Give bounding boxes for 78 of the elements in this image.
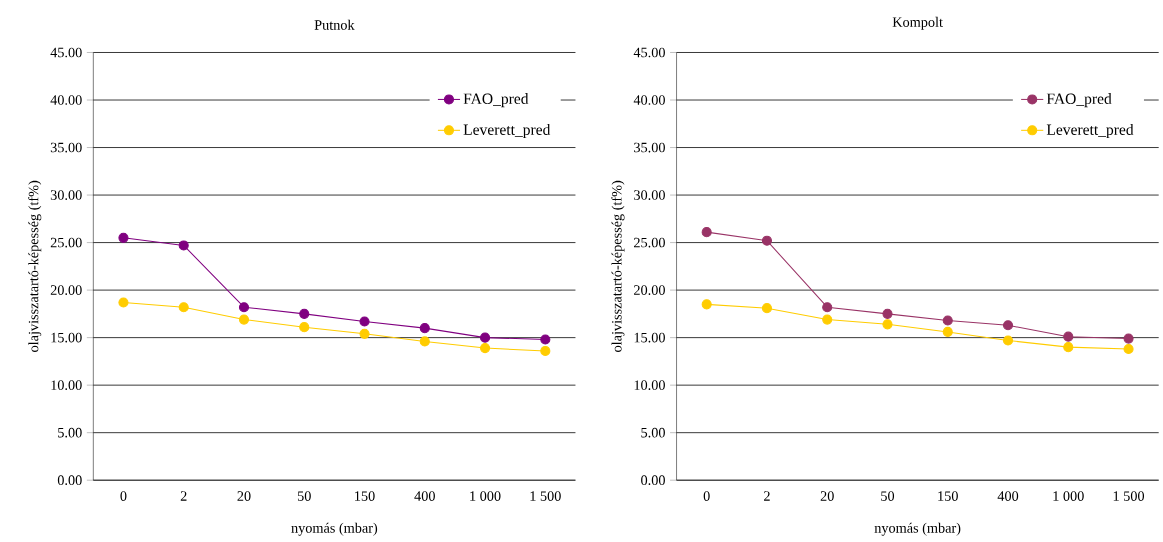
point: [540, 345, 551, 356]
point: [299, 308, 310, 319]
point: [822, 314, 833, 325]
point: [1063, 341, 1074, 352]
point: [299, 321, 310, 333]
point: [882, 319, 893, 330]
point: [359, 328, 370, 339]
y-tick-label: 15.00: [51, 332, 82, 343]
x-tick-label: 1 500: [1113, 491, 1145, 501]
point: [701, 226, 712, 237]
x-axis-title: nyomás (mbar): [874, 522, 961, 536]
y-tick-label: 35.00: [634, 142, 665, 153]
point: [1123, 343, 1134, 354]
y-tick-label: 10.00: [634, 380, 665, 390]
point: [419, 322, 430, 333]
point: [761, 302, 773, 314]
y-tick-label: 40.00: [633, 94, 665, 105]
chart-title: Putnok: [314, 19, 355, 30]
point: [178, 240, 189, 251]
point: [480, 332, 491, 343]
point: [822, 301, 833, 313]
point: [238, 301, 250, 313]
point: [238, 314, 250, 325]
point: [480, 342, 491, 353]
x-axis-title: nyomás (mbar): [291, 522, 378, 536]
x-tick-label: 150: [355, 491, 375, 501]
point: [540, 334, 551, 345]
y-tick-label: 35.00: [50, 142, 82, 153]
point: [761, 235, 773, 246]
y-tick-label: 0.00: [57, 475, 82, 485]
legend-label: FAO_pred: [1046, 92, 1112, 107]
x-tick-label: 150: [938, 491, 958, 501]
point: [118, 297, 129, 308]
x-tick-label: 0: [120, 491, 127, 501]
point: [701, 299, 712, 310]
point: [942, 326, 953, 337]
x-tick-label: 50: [881, 491, 895, 501]
y-tick-label: 0.00: [641, 475, 665, 485]
y-tick-label: 15.00: [634, 332, 665, 343]
y-tick-label: 25.00: [50, 237, 82, 248]
y-tick-label: 45.00: [50, 47, 82, 58]
point: [1123, 333, 1134, 344]
y-tick-label: 45.00: [633, 47, 665, 58]
y-tick-label: 30.00: [634, 190, 665, 200]
x-tick-label: 1 000: [1053, 491, 1084, 501]
legend-label: Leverett_pred: [463, 123, 551, 138]
y-tick-label: 5.00: [641, 427, 665, 438]
x-tick-label: 20: [820, 491, 834, 501]
x-tick-label: 20: [237, 491, 251, 501]
point: [178, 301, 189, 313]
y-axis-title: olajvisszatartó-képesség (tf%): [28, 180, 42, 352]
y-tick-label: 20.00: [634, 285, 665, 295]
x-tick-label: 1 000: [470, 491, 501, 501]
y-tick-label: 25.00: [634, 237, 665, 248]
y-tick-label: 5.00: [58, 427, 82, 438]
x-tick-label: 2: [180, 491, 187, 501]
point: [1063, 331, 1074, 342]
point: [1002, 335, 1014, 346]
x-tick-label: 400: [414, 491, 435, 501]
x-tick-label: 400: [997, 491, 1019, 501]
x-tick-label: 1 500: [530, 491, 561, 501]
point: [419, 336, 430, 347]
y-tick-label: 20.00: [50, 285, 82, 295]
point: [359, 316, 370, 327]
chart-title: Kompolt: [892, 16, 943, 30]
y-axis-title: olajvisszatartó-képesség (tf%): [611, 180, 625, 352]
x-tick-label: 50: [297, 491, 311, 501]
y-tick-label: 30.00: [50, 190, 82, 200]
y-tick-label: 10.00: [51, 380, 82, 390]
point: [882, 308, 893, 319]
point: [118, 232, 129, 243]
point: [1002, 320, 1014, 331]
x-tick-label: 2: [764, 491, 770, 501]
x-tick-label: 0: [703, 491, 710, 501]
point: [942, 315, 953, 326]
y-tick-label: 40.00: [50, 94, 82, 105]
legend-label: FAO_pred: [463, 92, 529, 107]
legend-label: Leverett_pred: [1046, 123, 1134, 138]
